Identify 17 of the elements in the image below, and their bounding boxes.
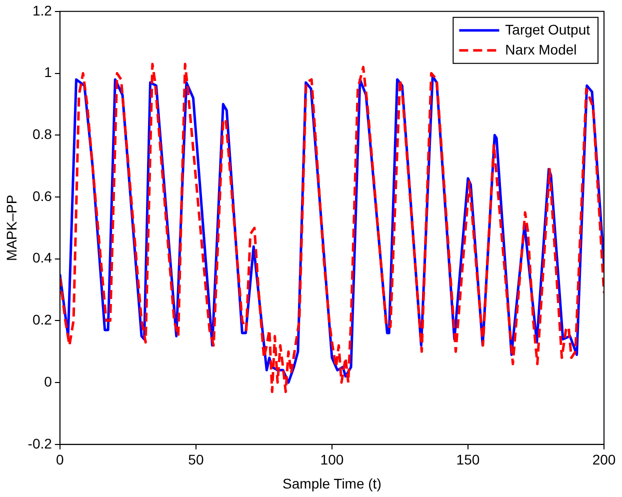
y-tick-label: -0.2 bbox=[28, 435, 52, 452]
y-tick-label: 1.2 bbox=[32, 2, 52, 18]
y-tick-label: 0.6 bbox=[32, 188, 52, 204]
legend-label: Target Output bbox=[505, 21, 590, 38]
y-tick-label: 1 bbox=[44, 64, 52, 80]
y-tick-label: 0.4 bbox=[32, 250, 52, 266]
y-axis-title: MAPK–PP bbox=[3, 194, 20, 261]
x-axis-title: Sample Time (t) bbox=[282, 475, 382, 492]
x-tick-label: 150 bbox=[456, 452, 480, 468]
x-tick-label: 100 bbox=[320, 452, 344, 468]
y-tick-label: 0.2 bbox=[32, 312, 52, 328]
x-tick-label: 200 bbox=[592, 452, 616, 468]
y-tick-label: 0.8 bbox=[32, 126, 52, 142]
y-tick-label: 0 bbox=[44, 373, 52, 390]
x-tick-label: 0 bbox=[56, 452, 64, 468]
legend-label: Narx Model bbox=[505, 41, 577, 58]
x-tick-label: 50 bbox=[188, 452, 204, 468]
